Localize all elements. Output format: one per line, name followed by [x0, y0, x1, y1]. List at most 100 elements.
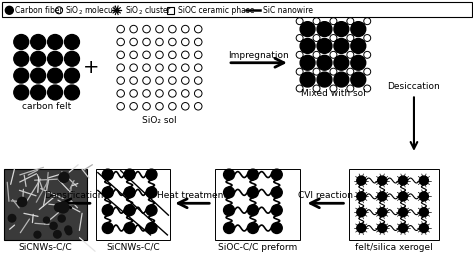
Circle shape	[146, 187, 157, 198]
Circle shape	[378, 192, 387, 201]
Circle shape	[47, 68, 63, 83]
Circle shape	[378, 176, 387, 185]
Text: SiC nanowire: SiC nanowire	[263, 6, 313, 15]
Circle shape	[271, 222, 282, 233]
Text: Mixed with sol: Mixed with sol	[301, 90, 365, 98]
Circle shape	[317, 55, 332, 70]
Circle shape	[47, 51, 63, 66]
Circle shape	[44, 217, 49, 223]
Circle shape	[34, 231, 41, 238]
Text: SiO$_2$ cluster: SiO$_2$ cluster	[125, 4, 172, 17]
Circle shape	[5, 6, 13, 14]
Circle shape	[54, 231, 61, 238]
Circle shape	[334, 72, 349, 87]
Circle shape	[31, 85, 46, 100]
Text: SiO₂ sol: SiO₂ sol	[142, 116, 177, 125]
Circle shape	[357, 224, 366, 232]
Text: +: +	[82, 58, 99, 77]
Circle shape	[419, 208, 428, 217]
Circle shape	[224, 205, 235, 216]
Circle shape	[14, 51, 29, 66]
Text: Desiccation: Desiccation	[388, 83, 440, 91]
Circle shape	[351, 55, 366, 70]
Circle shape	[55, 203, 63, 211]
Circle shape	[64, 51, 80, 66]
Circle shape	[146, 222, 157, 233]
Circle shape	[300, 55, 315, 70]
Bar	[96, 169, 170, 240]
Circle shape	[224, 222, 235, 233]
Circle shape	[271, 187, 282, 198]
Circle shape	[31, 51, 46, 66]
Text: SiCNWs-C/C: SiCNWs-C/C	[106, 243, 160, 252]
Circle shape	[419, 176, 428, 185]
Circle shape	[47, 85, 63, 100]
Circle shape	[14, 34, 29, 49]
Text: Carbon fiber: Carbon fiber	[15, 6, 63, 15]
Circle shape	[31, 68, 46, 83]
Bar	[215, 169, 300, 240]
Circle shape	[351, 72, 366, 87]
Text: felt/silica xerogel: felt/silica xerogel	[355, 243, 433, 252]
Circle shape	[419, 224, 428, 232]
Text: carbon felt: carbon felt	[22, 102, 71, 111]
Circle shape	[102, 187, 113, 198]
Circle shape	[124, 222, 135, 233]
Circle shape	[334, 38, 349, 53]
Circle shape	[102, 169, 113, 180]
Circle shape	[57, 202, 69, 213]
Circle shape	[124, 169, 135, 180]
Text: SiOC-C/C preform: SiOC-C/C preform	[218, 243, 297, 252]
Circle shape	[146, 169, 157, 180]
Text: SiOC ceramic phase: SiOC ceramic phase	[178, 6, 255, 15]
Circle shape	[334, 22, 349, 37]
Circle shape	[271, 169, 282, 180]
Circle shape	[357, 192, 366, 201]
Circle shape	[271, 205, 282, 216]
Circle shape	[58, 215, 65, 222]
Text: SiO$_2$ molecule: SiO$_2$ molecule	[65, 4, 120, 17]
Circle shape	[317, 22, 332, 37]
Circle shape	[14, 85, 29, 100]
Circle shape	[357, 208, 366, 217]
Circle shape	[247, 187, 258, 198]
Circle shape	[66, 229, 72, 235]
Circle shape	[300, 22, 315, 37]
Bar	[167, 7, 174, 14]
Circle shape	[357, 176, 366, 185]
Circle shape	[334, 55, 349, 70]
Circle shape	[399, 176, 408, 185]
Circle shape	[14, 68, 29, 83]
Circle shape	[351, 38, 366, 53]
Circle shape	[351, 22, 366, 37]
Circle shape	[50, 222, 57, 229]
Circle shape	[419, 192, 428, 201]
Text: CVI reaction: CVI reaction	[298, 191, 353, 200]
Circle shape	[64, 34, 80, 49]
Text: Heat treatment: Heat treatment	[157, 191, 227, 200]
Circle shape	[247, 222, 258, 233]
Circle shape	[102, 205, 113, 216]
Circle shape	[399, 192, 408, 201]
Circle shape	[317, 38, 332, 53]
Circle shape	[317, 72, 332, 87]
Circle shape	[146, 205, 157, 216]
Text: Densification: Densification	[44, 191, 104, 200]
Circle shape	[102, 222, 113, 233]
Bar	[349, 169, 439, 240]
Circle shape	[224, 169, 235, 180]
Circle shape	[8, 214, 16, 222]
Circle shape	[399, 224, 408, 232]
Circle shape	[64, 85, 80, 100]
Circle shape	[300, 72, 315, 87]
Text: Impregnation: Impregnation	[228, 51, 289, 60]
Bar	[4, 169, 87, 240]
Circle shape	[64, 68, 80, 83]
Circle shape	[399, 208, 408, 217]
Circle shape	[47, 34, 63, 49]
Circle shape	[300, 38, 315, 53]
Circle shape	[18, 197, 27, 207]
Circle shape	[378, 224, 387, 232]
Circle shape	[124, 187, 135, 198]
Circle shape	[247, 205, 258, 216]
